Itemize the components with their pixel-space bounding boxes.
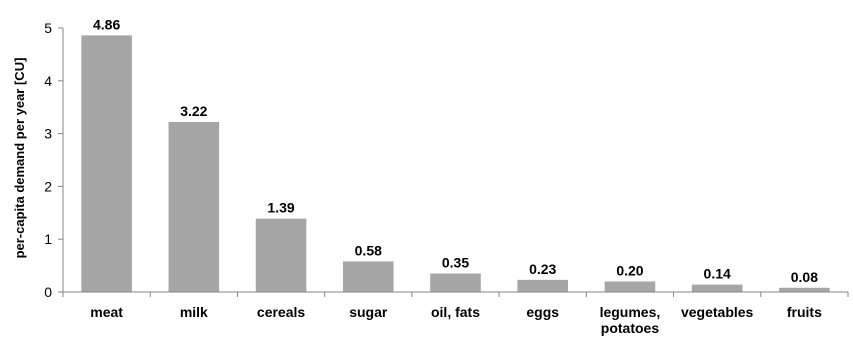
data-label: 4.86 (93, 16, 120, 32)
x-tick-label: meat (90, 304, 123, 320)
y-tick-label: 1 (44, 231, 52, 247)
bar (779, 287, 830, 292)
y-tick-label: 5 (44, 20, 52, 36)
bar (604, 281, 656, 292)
data-label: 1.39 (267, 200, 294, 216)
y-axis-title: per-capita demand per year [CU] (12, 58, 27, 259)
y-tick-label: 4 (44, 73, 52, 89)
data-label: 0.35 (442, 255, 469, 271)
x-tick-label: vegetables (681, 304, 754, 320)
data-label: 0.58 (355, 242, 382, 258)
bar (81, 35, 132, 292)
x-tick-label: legumes, (600, 304, 661, 320)
x-tick-label: fruits (787, 304, 822, 320)
y-tick-label: 3 (44, 126, 52, 142)
bar (517, 279, 569, 292)
data-label: 0.20 (616, 262, 643, 278)
bars: 4.86 3.22 1.39 0.58 0.35 0.23 0.20 0.14 0.08 (81, 16, 830, 292)
bar (168, 121, 220, 292)
x-tick-label: sugar (349, 304, 388, 320)
bar (255, 218, 307, 292)
x-tick-label: eggs (526, 304, 559, 320)
y-axis: 0 1 2 3 4 5 (44, 20, 64, 300)
bar (430, 273, 481, 292)
x-tick-label: oil, fats (431, 304, 480, 320)
y-tick-label: 0 (44, 284, 52, 300)
bar (342, 261, 394, 292)
bar (691, 284, 743, 292)
data-label: 0.08 (791, 269, 818, 285)
x-tick-label: cereals (257, 304, 305, 320)
data-label: 0.23 (529, 261, 556, 277)
data-label: 0.14 (704, 266, 731, 282)
x-tick-label: potatoes (601, 320, 660, 336)
data-label: 3.22 (180, 103, 207, 119)
x-tick-label: milk (180, 304, 208, 320)
x-axis: meat milk cereals sugar oil, fats eggs legumes… (62, 291, 849, 336)
y-tick-label: 2 (44, 178, 52, 194)
